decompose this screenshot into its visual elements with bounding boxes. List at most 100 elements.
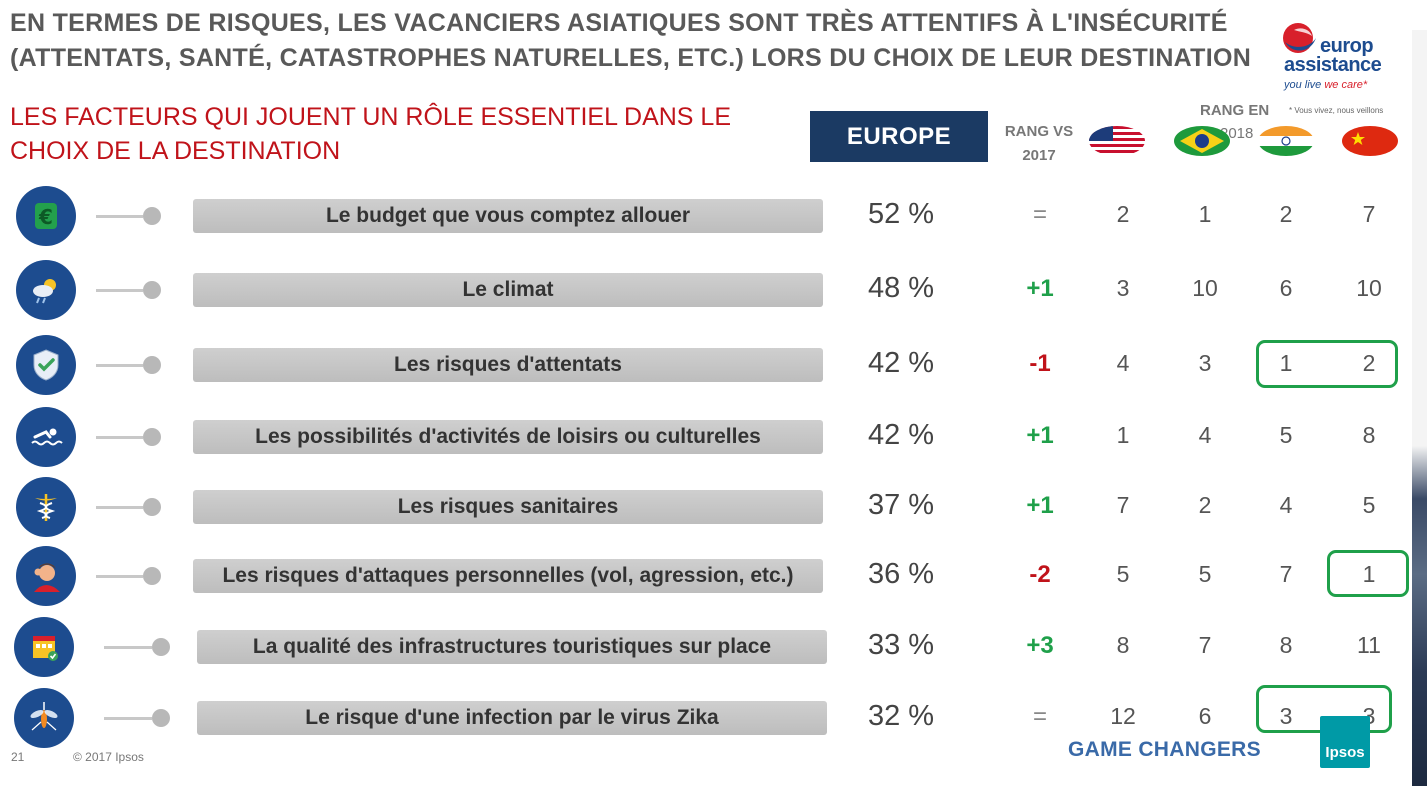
row-connector-dot (152, 638, 170, 656)
rank-usa: 7 (1116, 492, 1130, 518)
rank-usa: 2 (1116, 201, 1130, 227)
factor-label: Le climat (193, 273, 823, 307)
row-connector-dot (143, 428, 161, 446)
europe-percentage: 48 % (867, 272, 935, 304)
factor-label: Les risques sanitaires (193, 490, 823, 524)
rank-change-vs-2017: +1 (1026, 492, 1054, 519)
rank-brazil: 2 (1198, 492, 1212, 518)
rank-china: 10 (1356, 275, 1382, 301)
rank-india: 4 (1279, 492, 1293, 518)
hotel-building-icon (14, 617, 74, 677)
europe-percentage: 36 % (867, 558, 935, 590)
europe-percentage: 42 % (867, 347, 935, 379)
brand-name-line1: europ (1320, 35, 1374, 57)
row-connector-line (96, 364, 143, 367)
rank-china: 5 (1362, 492, 1376, 518)
india-flag-icon (1258, 126, 1314, 156)
page-subtitle: LES FACTEURS QUI JOUENT UN RÔLE ESSENTIE… (10, 103, 732, 165)
brazil-flag-icon (1174, 126, 1230, 156)
rank-china: 11 (1357, 632, 1381, 658)
rank-brazil: 7 (1198, 632, 1212, 658)
rank-india: 5 (1279, 422, 1293, 448)
china-flag-icon (1342, 126, 1398, 156)
row-connector-line (96, 289, 143, 292)
rank-change-vs-2017: +1 (1026, 422, 1054, 449)
factor-label: Les risques d'attaques personnelles (vol… (193, 559, 823, 593)
rank-change-vs-2017: -1 (1029, 350, 1051, 377)
rank-vs-2017-header: RANG VS 2017 (1004, 123, 1074, 164)
europ-assistance-globe-icon (1283, 23, 1316, 53)
rank-brazil: 1 (1198, 201, 1212, 227)
europe-percentage: 33 % (867, 629, 935, 661)
shield-icon (16, 335, 76, 395)
rank-brazil: 6 (1198, 703, 1212, 729)
europ-assistance-logo: europ assistance you live we care* (1280, 20, 1390, 95)
row-connector-dot (143, 207, 161, 225)
rank-india: 7 (1279, 561, 1293, 587)
europe-column-header: EUROPE (810, 111, 988, 162)
row-connector-line (104, 646, 152, 649)
rank-india: 3 (1279, 703, 1293, 729)
rank-china: 1 (1362, 561, 1376, 587)
page-title: EN TERMES DE RISQUES, LES VACANCIERS ASI… (10, 9, 1252, 72)
brand-name-line2: assistance (1284, 54, 1382, 76)
usa-flag-icon (1089, 126, 1145, 156)
factor-label: Le budget que vous comptez allouer (193, 199, 823, 233)
row-connector-dot (152, 709, 170, 727)
rank-china: 2 (1362, 350, 1376, 376)
rank-in-header: RANG EN (1200, 102, 1270, 119)
rank-brazil: 3 (1198, 350, 1212, 376)
rank-usa: 1 (1116, 422, 1130, 448)
brand-legal-note: * Vous vivez, nous veillons (1289, 106, 1384, 115)
row-connector-line (96, 215, 143, 218)
rank-change-vs-2017: +1 (1026, 275, 1054, 302)
factor-label: Les risques d'attentats (193, 348, 823, 382)
highlight-attentats-india-china (1256, 340, 1398, 388)
euro-icon: € (16, 186, 76, 246)
rank-brazil: 5 (1198, 561, 1212, 587)
rank-india: 8 (1279, 632, 1293, 658)
europe-percentage: 37 % (867, 489, 935, 521)
svg-text:€: € (38, 205, 53, 229)
highlight-attaques-china (1327, 550, 1409, 597)
background-photo-strip (1412, 30, 1427, 786)
mosquito-icon (14, 688, 74, 748)
rank-change-vs-2017: = (1032, 703, 1047, 730)
page-number: 21 (11, 750, 25, 764)
rank-change-vs-2017: = (1032, 201, 1047, 228)
swimmer-icon (16, 407, 76, 467)
rank-usa: 8 (1116, 632, 1130, 658)
rank-india: 6 (1279, 275, 1293, 301)
factor-label: Le risque d'une infection par le virus Z… (197, 701, 827, 735)
rank-usa: 5 (1116, 561, 1130, 587)
europe-percentage: 52 % (867, 198, 935, 230)
rank-brazil: 4 (1198, 422, 1212, 448)
ipsos-logo-text: Ipsos (1325, 744, 1365, 761)
ipsos-logo (1320, 716, 1370, 768)
row-connector-line (104, 717, 152, 720)
row-connector-dot (143, 356, 161, 374)
factor-label: La qualité des infrastructures touristiq… (197, 630, 827, 664)
injured-person-icon (16, 546, 76, 606)
caduceus-icon (16, 477, 76, 537)
row-connector-line (96, 575, 143, 578)
row-connector-dot (143, 567, 161, 585)
rank-india: 1 (1279, 350, 1293, 376)
row-connector-dot (143, 281, 161, 299)
row-connector-dot (143, 498, 161, 516)
copyright: © 2017 Ipsos (73, 750, 144, 764)
europe-percentage: 32 % (867, 700, 935, 732)
rank-change-vs-2017: -2 (1029, 561, 1051, 588)
rank-usa: 12 (1110, 703, 1136, 729)
row-connector-line (96, 436, 143, 439)
europe-percentage: 42 % (867, 419, 935, 451)
rank-brazil: 10 (1192, 275, 1218, 301)
rank-china: 8 (1362, 422, 1376, 448)
weather-icon (16, 260, 76, 320)
rank-china: 7 (1362, 201, 1376, 227)
game-changers-tagline: GAME CHANGERS (1068, 738, 1261, 761)
rank-change-vs-2017: +3 (1026, 632, 1054, 659)
row-connector-line (96, 506, 143, 509)
factor-label: Les possibilités d'activités de loisirs … (193, 420, 823, 454)
rank-india: 2 (1279, 201, 1293, 227)
